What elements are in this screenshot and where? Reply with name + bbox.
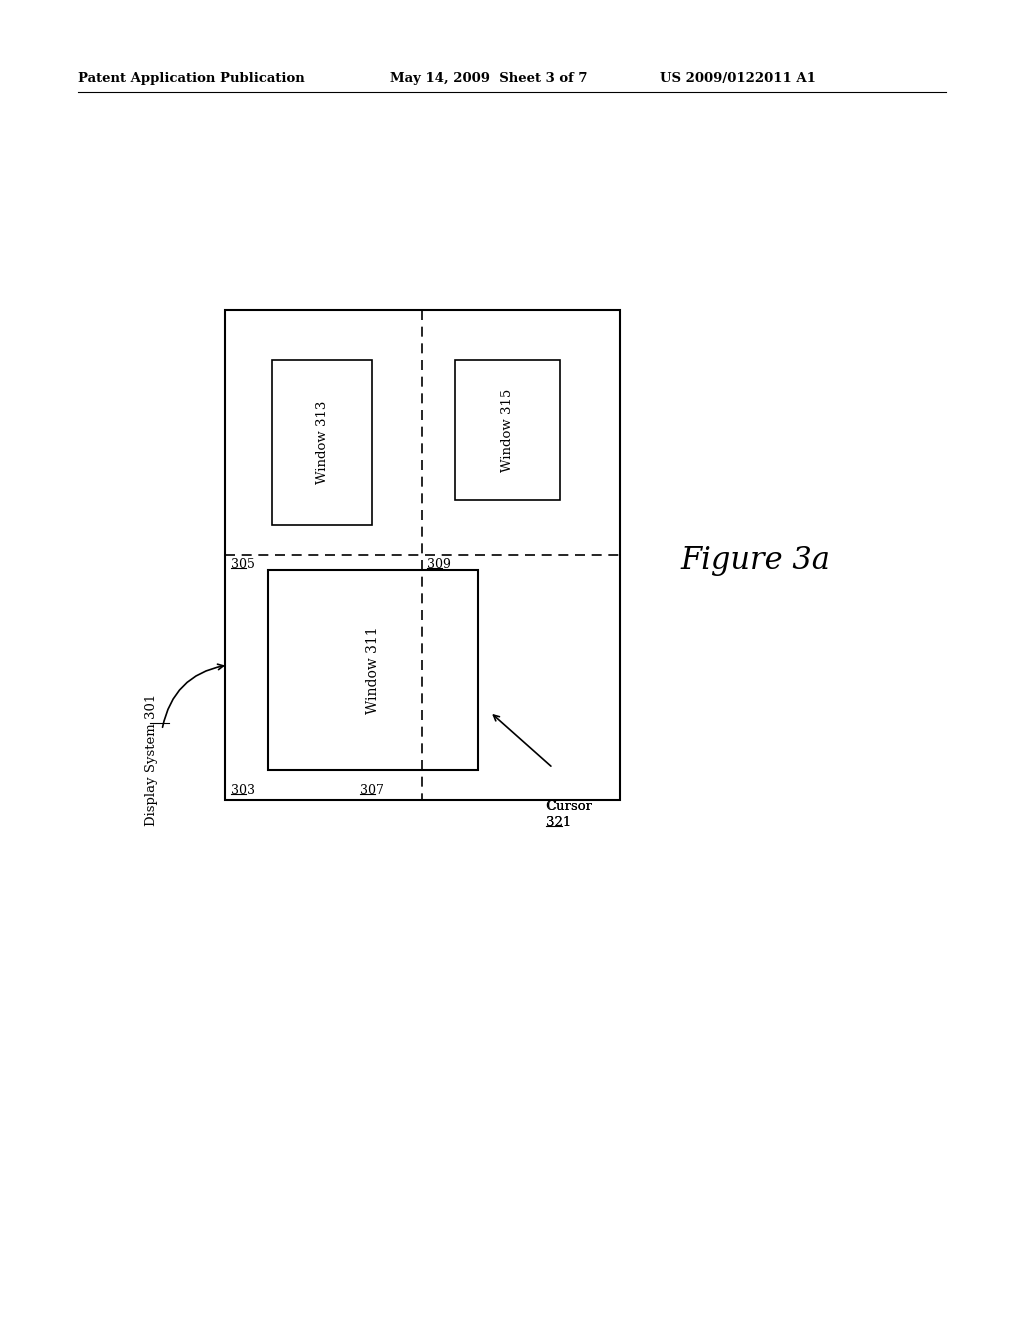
Text: 309: 309	[427, 558, 451, 572]
Text: 307: 307	[360, 784, 384, 797]
Text: 321: 321	[546, 816, 571, 829]
Text: Window 315: Window 315	[501, 388, 514, 471]
Bar	[225, 310, 620, 800]
Text: Figure 3a: Figure 3a	[680, 544, 829, 576]
Bar	[455, 360, 560, 500]
Text: Cursor: Cursor	[546, 800, 596, 813]
FancyArrowPatch shape	[163, 664, 223, 727]
FancyArrowPatch shape	[494, 715, 551, 766]
Text: US 2009/0122011 A1: US 2009/0122011 A1	[660, 73, 816, 84]
Text: 303: 303	[231, 784, 255, 797]
Text: Window 313: Window 313	[315, 401, 329, 484]
Bar	[268, 570, 478, 770]
Text: Window 311: Window 311	[366, 626, 380, 714]
Text: May 14, 2009  Sheet 3 of 7: May 14, 2009 Sheet 3 of 7	[390, 73, 588, 84]
Bar	[272, 360, 372, 525]
Text: Patent Application Publication: Patent Application Publication	[78, 73, 305, 84]
Text: Cursor: Cursor	[546, 800, 592, 813]
Text: Display System 301: Display System 301	[145, 694, 159, 826]
Text: 321: 321	[546, 816, 571, 829]
Text: 305: 305	[231, 558, 255, 572]
